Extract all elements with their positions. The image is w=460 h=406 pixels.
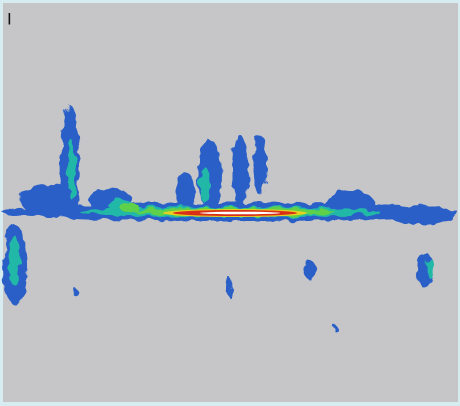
page: I (() => { const data = JSON.parse(docum…: [0, 0, 460, 406]
map-figure: I: [0, 0, 460, 406]
panel-label: I: [7, 10, 12, 29]
emission-core: [163, 209, 307, 217]
